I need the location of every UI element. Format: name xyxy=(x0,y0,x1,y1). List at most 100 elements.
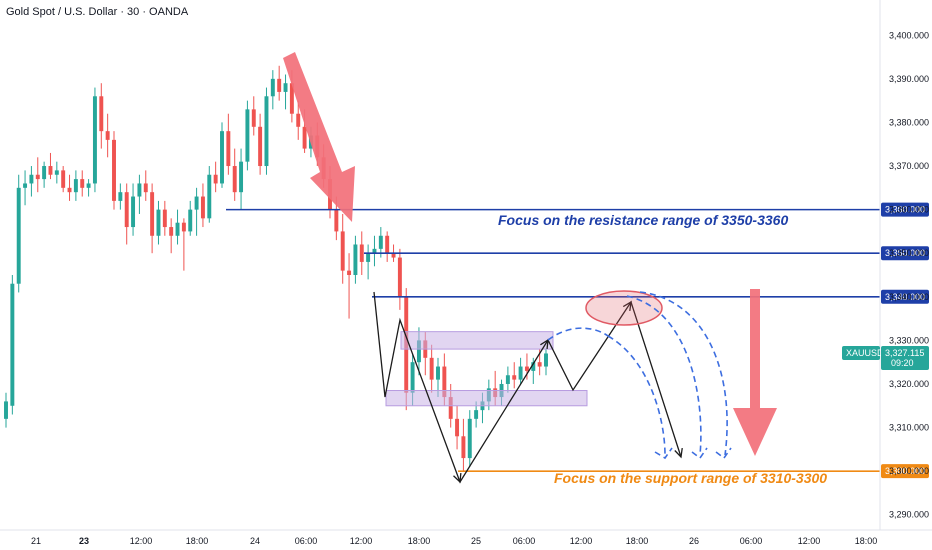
candle-body xyxy=(169,227,174,236)
x-tick-label: 12:00 xyxy=(130,536,153,546)
dashed-curve xyxy=(691,447,708,460)
candle-body xyxy=(150,192,155,236)
candle-body xyxy=(537,362,542,367)
price-tag-label: 3,300.000 xyxy=(885,466,925,476)
red-down-arrow xyxy=(283,52,355,222)
path-arrowhead xyxy=(674,447,683,459)
candle-body xyxy=(23,183,28,188)
y-tick-label: 3,350.000 xyxy=(889,248,929,258)
candle-body xyxy=(80,179,85,188)
candle-body xyxy=(131,196,136,228)
candle-body xyxy=(474,410,479,419)
candle-body xyxy=(42,166,47,180)
path-arrowhead xyxy=(622,300,632,312)
resistance-annotation: Focus on the resistance range of 3350-33… xyxy=(498,212,788,228)
candle-body xyxy=(347,270,352,275)
projection-path xyxy=(373,291,682,484)
price-tag-bg xyxy=(881,202,929,217)
current-price-tag-bg xyxy=(881,345,929,370)
candle-body xyxy=(436,366,440,380)
dashed-curve xyxy=(654,447,673,460)
candle-body xyxy=(512,375,517,380)
x-tick-label: 25 xyxy=(471,536,481,546)
symbol-tag-label: XAUUSD xyxy=(846,348,884,358)
dashed-curve xyxy=(639,291,728,456)
y-tick-label: 3,300.000 xyxy=(889,466,929,476)
candle-body xyxy=(524,366,529,371)
level-lines: 3,360.000 3,350.000 3,340.000 3,300.000 xyxy=(226,202,929,479)
candle-body xyxy=(455,418,460,437)
candle-body xyxy=(232,166,237,193)
candle-body xyxy=(442,366,447,398)
candle-body xyxy=(124,192,129,228)
candle-body xyxy=(105,131,110,140)
candle-body xyxy=(213,174,218,184)
chart-title: Gold Spot / U.S. Dollar · 30 · OANDA xyxy=(6,6,189,18)
y-tick-label: 3,310.000 xyxy=(889,423,929,433)
candle-body xyxy=(251,109,256,127)
candle-body xyxy=(258,126,263,167)
x-tick-label: 18:00 xyxy=(186,536,209,546)
price-tag-label: 3,360.000 xyxy=(885,205,925,215)
candle-body xyxy=(277,78,282,92)
x-tick-label: 06:00 xyxy=(740,536,763,546)
candle-body xyxy=(239,161,244,193)
candle-body xyxy=(181,222,186,232)
candle-body xyxy=(544,353,548,367)
y-tick-label: 3,400.000 xyxy=(889,30,929,40)
candle-body xyxy=(200,196,205,219)
resistance-ellipse xyxy=(585,290,663,326)
y-tick-label: 3,330.000 xyxy=(889,335,929,345)
x-tick-label: 23 xyxy=(79,536,89,546)
candle-body xyxy=(220,131,224,184)
candle-body xyxy=(385,235,390,254)
x-tick-label: 06:00 xyxy=(513,536,536,546)
candle-body xyxy=(448,397,453,419)
candle-body xyxy=(156,209,161,236)
x-tick-label: 24 xyxy=(250,536,260,546)
price-tag-bg xyxy=(881,246,929,261)
candle-body xyxy=(35,174,40,180)
x-tick-label: 18:00 xyxy=(408,536,431,546)
candle-body xyxy=(112,139,116,201)
candle-body xyxy=(378,235,383,249)
x-tick-label: 06:00 xyxy=(295,536,318,546)
x-tick-label: 26 xyxy=(689,536,699,546)
y-tick-label: 3,340.000 xyxy=(889,292,929,302)
candle-body xyxy=(137,183,142,197)
candle-body xyxy=(10,283,15,406)
candle-body xyxy=(16,187,21,284)
y-tick-label: 3,290.000 xyxy=(889,510,929,520)
candle-body xyxy=(416,340,421,363)
path-arrowhead xyxy=(453,472,462,484)
candles xyxy=(4,65,548,472)
y-tick-label: 3,360.000 xyxy=(889,205,929,215)
candle-body xyxy=(353,244,358,275)
red-down-arrow xyxy=(733,289,777,456)
candle-body xyxy=(296,113,301,127)
candle-body xyxy=(270,78,275,97)
candle-body xyxy=(67,187,72,193)
candle-body xyxy=(188,209,193,232)
candle-body xyxy=(118,192,123,201)
dashed-curve xyxy=(626,295,702,456)
candle-body xyxy=(226,131,231,167)
y-tick-label: 3,320.000 xyxy=(889,379,929,389)
candle-body xyxy=(302,126,307,149)
level-price-tag: 3,300.000 xyxy=(881,464,929,479)
countdown-label: 09:20 xyxy=(891,358,914,368)
drawings xyxy=(283,52,777,484)
symbol-tag-bg xyxy=(842,345,880,360)
level-price-tag: 3,360.000 xyxy=(881,202,929,217)
x-tick-label: 12:00 xyxy=(570,536,593,546)
candle-body xyxy=(372,248,377,254)
candle-body xyxy=(29,174,34,184)
price-tag-label: 3,350.000 xyxy=(885,248,925,258)
candle-body xyxy=(54,170,59,175)
range-boxes xyxy=(385,331,588,407)
y-tick-label: 3,380.000 xyxy=(889,117,929,127)
candle-body xyxy=(505,375,510,384)
x-tick-label: 12:00 xyxy=(798,536,821,546)
